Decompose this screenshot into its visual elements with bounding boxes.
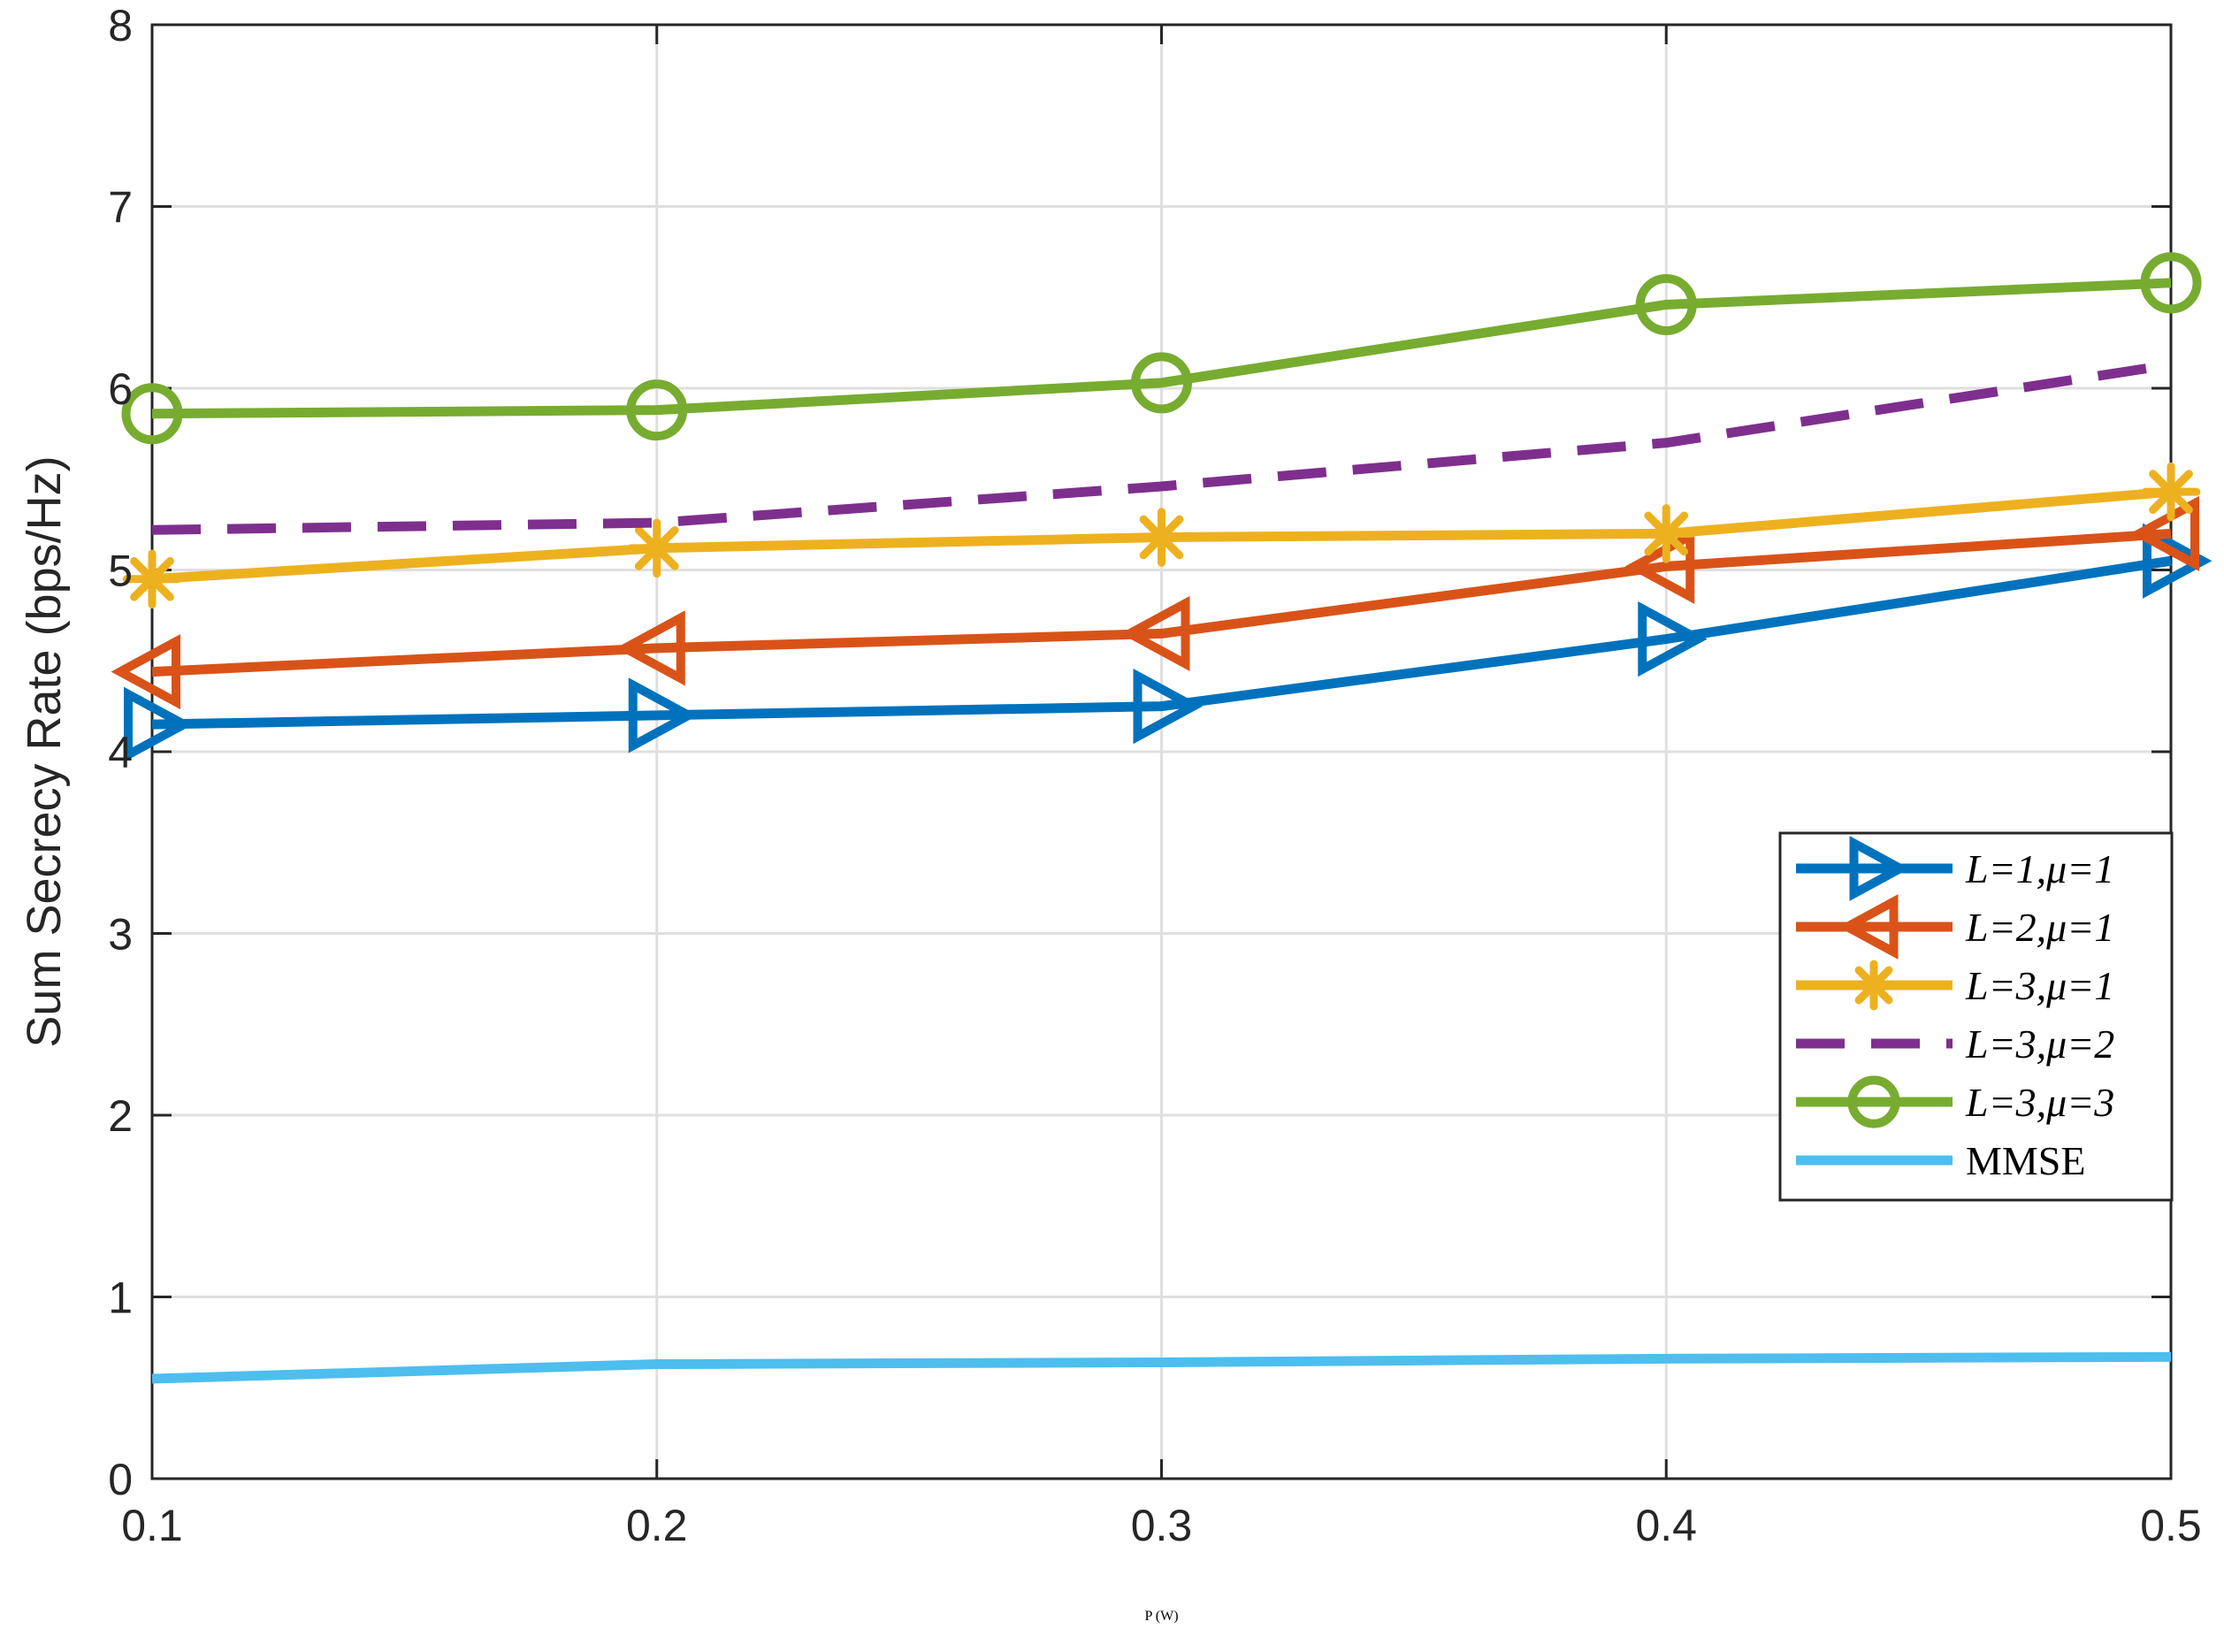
x-tick-label: 0.1: [121, 1501, 183, 1550]
marker-triangle-left: [2129, 495, 2199, 572]
legend-label: L=3,μ=1: [1965, 963, 2114, 1008]
marker-asterisk-stroke: [1644, 511, 1689, 556]
marker-triangle-right: [2143, 523, 2213, 599]
y-tick-label: 1: [108, 1273, 133, 1323]
marker-asterisk: [122, 549, 182, 609]
legend-label: L=1,μ=1: [1965, 846, 2114, 891]
legend-item: L=3,μ=2: [1796, 1021, 2114, 1067]
legend-item: L=3,μ=1: [1796, 960, 2114, 1011]
legend-box: [1778, 831, 2174, 1202]
marker-triangle-left: [111, 633, 180, 710]
series-line: [151, 528, 2172, 677]
x-tick-label: 0.5: [2140, 1501, 2202, 1550]
marker-asterisk: [627, 518, 687, 578]
marker-triangle-left: [1120, 595, 1190, 672]
legend-label: L=3,μ=3: [1965, 1080, 2114, 1125]
series-1: [111, 495, 2199, 710]
legend-item: L=2,μ=1: [1796, 894, 2114, 960]
marker-triangle-left: [1838, 894, 1899, 960]
series-2: [122, 462, 2201, 609]
marker-triangle-right: [1638, 600, 1708, 677]
y-tick-label: 8: [108, 1, 133, 50]
x-axis-label-symbol: P: [1144, 1609, 1152, 1624]
marker-triangle-right: [1133, 669, 1203, 745]
series-5: [151, 1351, 2172, 1384]
marker-asterisk: [1848, 960, 1899, 1011]
marker-asterisk: [2141, 462, 2201, 522]
y-tick-label: 5: [108, 547, 133, 596]
legend-label: MMSE: [1966, 1138, 2085, 1183]
x-axis-label: P (W): [1144, 1609, 1178, 1624]
marker-circle: [2140, 252, 2202, 314]
marker-asterisk: [1132, 508, 1191, 567]
marker-asterisk-stroke: [130, 556, 174, 601]
tick-labels: 0.1 0.2 0.3 0.4 0.5 0 1 2 3 4 5 6 7 8: [108, 1, 2202, 1550]
legend: L=1,μ=1 L=2,μ=1 L=3,μ=1 L=3,μ=2 L=3,μ=3 MMSE: [1778, 831, 2174, 1202]
series-layer: [111, 252, 2213, 1384]
y-tick-label: 7: [108, 183, 133, 233]
series-4: [121, 252, 2202, 445]
marker-triangle-left: [615, 610, 685, 686]
series-0: [124, 523, 2213, 762]
y-tick-label: 0: [108, 1455, 133, 1504]
marker-triangle-right: [1849, 836, 1910, 901]
x-axis-label-unit: (W): [1152, 1609, 1179, 1624]
series-3: [151, 359, 2172, 535]
marker-circle: [1130, 352, 1193, 414]
series-line: [151, 1351, 2172, 1384]
marker-circle: [121, 383, 183, 445]
marker-triangle-right: [124, 686, 194, 762]
legend-label: L=3,μ=2: [1965, 1021, 2114, 1067]
marker-circle: [1635, 273, 1697, 335]
grid: [150, 23, 2173, 1480]
y-tick-label: 2: [108, 1091, 133, 1141]
marker-asterisk-stroke: [2149, 470, 2193, 514]
marker-asterisk: [1636, 504, 1696, 563]
marker-asterisk-stroke: [1854, 966, 1893, 1005]
legend-item: L=3,μ=3: [1796, 1075, 2114, 1128]
marker-circle: [1847, 1075, 1900, 1128]
x-tick-label: 0.3: [1131, 1501, 1193, 1550]
x-tick-label: 0.2: [626, 1501, 688, 1550]
marker-triangle-right: [628, 677, 699, 753]
y-axis-label: Sum Secrecy Rate (bps/Hz): [18, 455, 71, 1047]
series-line: [151, 359, 2172, 535]
y-tick-label: 6: [108, 364, 133, 414]
marker-asterisk-stroke: [1139, 515, 1184, 560]
x-tick-label: 0.4: [1635, 1501, 1697, 1550]
series-line: [151, 278, 2172, 419]
y-tick-label: 3: [108, 910, 133, 960]
marker-circle: [626, 379, 688, 441]
legend-label: L=2,μ=1: [1965, 905, 2114, 950]
legend-item: L=1,μ=1: [1796, 836, 2114, 901]
series-line: [151, 555, 2172, 730]
marker-asterisk-stroke: [634, 525, 679, 570]
y-tick-label: 4: [108, 728, 133, 777]
legend-item: MMSE: [1796, 1138, 2085, 1183]
